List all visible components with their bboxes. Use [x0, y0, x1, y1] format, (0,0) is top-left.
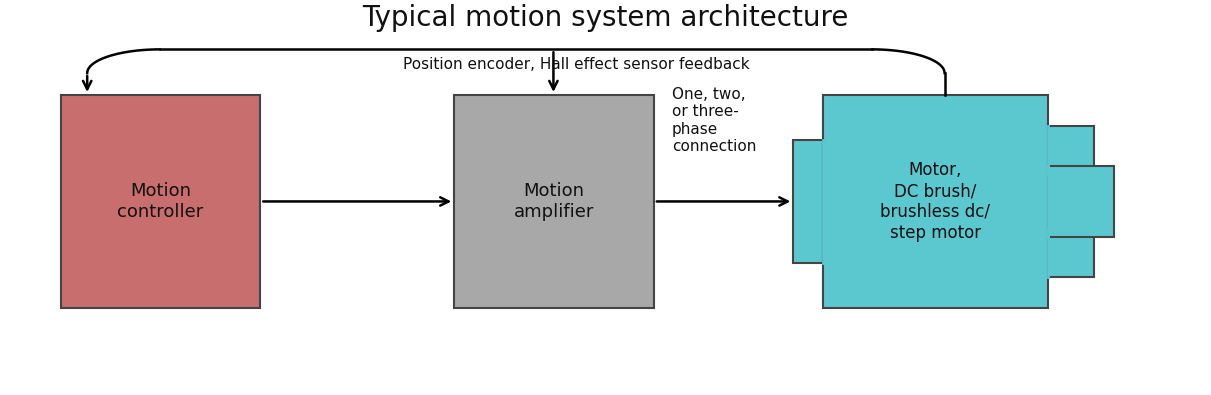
FancyBboxPatch shape — [454, 95, 654, 308]
Text: Motion
amplifier: Motion amplifier — [513, 182, 595, 221]
FancyBboxPatch shape — [823, 95, 1048, 308]
Text: Motor,
DC brush/
brushless dc/
step motor: Motor, DC brush/ brushless dc/ step moto… — [880, 161, 991, 242]
FancyBboxPatch shape — [1048, 229, 1094, 276]
Text: Motion
controller: Motion controller — [117, 182, 203, 221]
Text: Position encoder, Hall effect sensor feedback: Position encoder, Hall effect sensor fee… — [403, 57, 750, 72]
FancyBboxPatch shape — [61, 95, 260, 308]
Text: Typical motion system architecture: Typical motion system architecture — [362, 4, 849, 32]
FancyBboxPatch shape — [793, 140, 823, 263]
FancyBboxPatch shape — [1048, 166, 1114, 237]
FancyBboxPatch shape — [1048, 126, 1094, 174]
Text: One, two,
or three-
phase
connection: One, two, or three- phase connection — [672, 87, 757, 154]
